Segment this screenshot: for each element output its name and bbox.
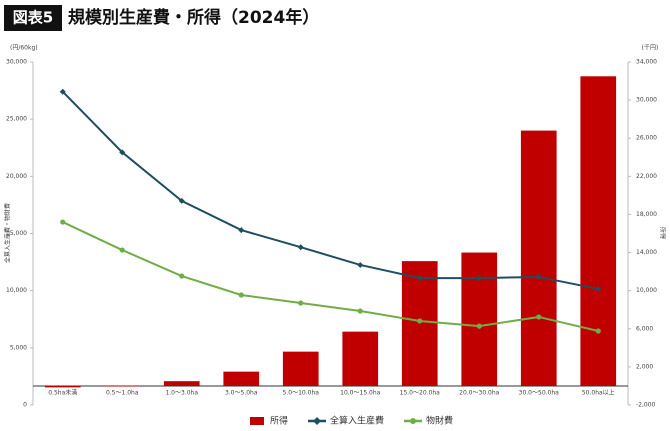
bar bbox=[342, 331, 379, 386]
bar bbox=[461, 252, 498, 386]
x-tick-label: 10.0〜15.0ha bbox=[340, 390, 381, 397]
y2-axis-label: 所得 bbox=[659, 227, 667, 239]
y-tick-label: 10,000 bbox=[6, 287, 27, 294]
bar bbox=[104, 385, 141, 387]
y-tick-label: 0 bbox=[23, 402, 27, 409]
legend-label: 所得 bbox=[270, 415, 288, 427]
marker bbox=[417, 318, 423, 324]
y-tick-label: 30,000 bbox=[6, 59, 27, 66]
x-tick-label: 5.0〜10.0ha bbox=[283, 390, 320, 397]
marker bbox=[119, 149, 126, 156]
marker bbox=[59, 88, 66, 95]
marker bbox=[535, 273, 542, 280]
x-tick-label: 50.0ha以上 bbox=[582, 389, 615, 397]
bar bbox=[223, 371, 260, 386]
legend-swatch bbox=[250, 417, 264, 425]
y-tick-label: 20,000 bbox=[6, 173, 27, 180]
y2-tick-label: 2,000 bbox=[636, 363, 653, 370]
x-tick-label: 1.0〜3.0ha bbox=[165, 390, 198, 397]
marker bbox=[179, 273, 185, 279]
x-tick-label: 15.0〜20.0ha bbox=[400, 390, 441, 397]
chart-title: 規模別生産費・所得（2024年） bbox=[68, 7, 319, 28]
marker bbox=[238, 227, 245, 234]
y2-tick-label: 14,000 bbox=[636, 249, 657, 256]
x-tick-label: 0.5〜1.0ha bbox=[106, 390, 139, 397]
y2-tick-label: 22,000 bbox=[636, 173, 657, 180]
x-tick-label: 20.0〜30.0ha bbox=[459, 390, 500, 397]
x-tick-label: 30.0〜50.0ha bbox=[519, 390, 560, 397]
y-tick-label: 15,000 bbox=[6, 230, 27, 237]
y-tick-label: 5,000 bbox=[10, 344, 27, 351]
y-unit: (円/60kg) bbox=[10, 45, 38, 52]
marker bbox=[119, 247, 125, 253]
x-tick-label: 0.5ha未満 bbox=[48, 389, 77, 397]
marker bbox=[536, 314, 542, 320]
y2-tick-label: 34,000 bbox=[636, 59, 657, 66]
line bbox=[62, 91, 599, 290]
y2-tick-label: -2,000 bbox=[636, 402, 656, 409]
legend-marker bbox=[410, 418, 417, 424]
y-axis-label: 全算入生産費・物財費 bbox=[4, 203, 12, 263]
marker bbox=[238, 292, 244, 298]
marker bbox=[476, 275, 483, 282]
bar bbox=[520, 130, 557, 386]
legend-marker bbox=[313, 417, 322, 425]
marker bbox=[357, 308, 363, 314]
marker bbox=[416, 275, 423, 282]
bar bbox=[163, 381, 200, 386]
y2-tick-label: 18,000 bbox=[636, 211, 657, 218]
marker bbox=[178, 197, 185, 204]
title-badge: 図表5 bbox=[13, 9, 53, 27]
marker bbox=[476, 323, 482, 329]
marker bbox=[595, 285, 602, 292]
title-badge-bg bbox=[4, 5, 62, 31]
marker bbox=[60, 219, 66, 225]
bar bbox=[282, 351, 319, 386]
line bbox=[62, 221, 599, 332]
bar bbox=[580, 76, 617, 386]
y2-tick-label: 10,000 bbox=[636, 287, 657, 294]
y2-tick-label: 6,000 bbox=[636, 325, 653, 332]
y-tick-label: 25,000 bbox=[6, 116, 27, 123]
y2-tick-label: 26,000 bbox=[636, 135, 657, 142]
bar bbox=[44, 385, 81, 388]
legend-label: 物財費 bbox=[426, 415, 453, 427]
legend-label: 全算入生産費 bbox=[330, 415, 384, 427]
y2-tick-label: 30,000 bbox=[636, 97, 657, 104]
marker bbox=[297, 244, 304, 251]
y2-unit: (千円) bbox=[642, 44, 659, 52]
x-tick-label: 3.0〜5.0ha bbox=[225, 390, 258, 397]
marker bbox=[357, 261, 364, 268]
marker bbox=[595, 328, 601, 334]
marker bbox=[298, 300, 304, 306]
